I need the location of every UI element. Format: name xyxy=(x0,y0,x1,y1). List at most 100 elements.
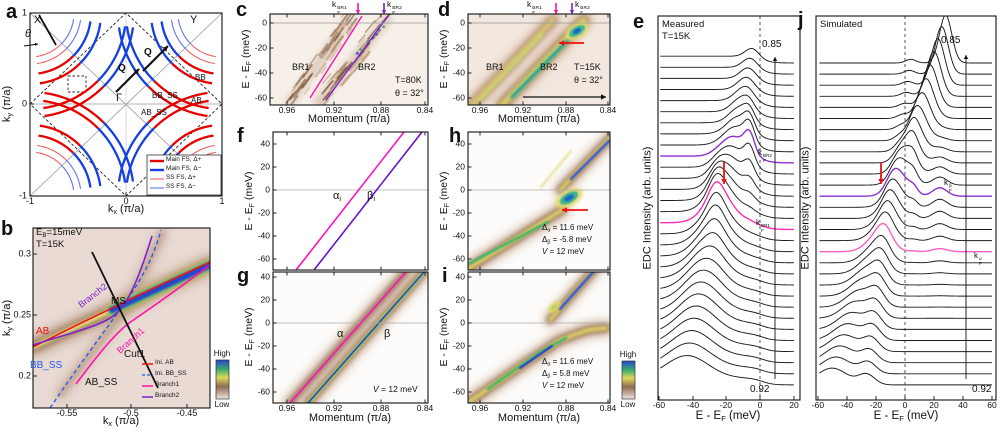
j-x-tick-label: 60 xyxy=(987,400,997,410)
b-y-axis-label: ky (π/a) xyxy=(1,299,15,337)
i-x-tick-label: 0.88 xyxy=(557,403,575,413)
b-colorbar-low-label: Low xyxy=(214,400,230,409)
b-temperature-label: T=15K xyxy=(36,239,65,250)
g-label-beta: β xyxy=(384,328,391,340)
g-x-tick-label: 0.96 xyxy=(278,403,296,413)
d-kf-br2-label: k BR2 F xyxy=(575,0,590,16)
i-gap-beta-label: Δβ = 5.8 meV xyxy=(542,369,590,380)
i-y-tick-label: -40 xyxy=(452,363,465,374)
a-y-tick-label: -1 xyxy=(18,190,27,201)
a-legend-ss-fs-plus: SS FS, Δ+ xyxy=(166,174,197,181)
c-y-tick-label: -60 xyxy=(254,92,267,103)
a-label-gamma: Γ xyxy=(116,92,123,104)
e-panel-letter-e: e xyxy=(633,11,645,33)
f-label-alpha-i: αi xyxy=(333,190,341,204)
d-x-tick-label: 0.92 xyxy=(514,104,532,115)
f-y-tick-label: 0 xyxy=(265,184,270,195)
g-y-tick-label: 20 xyxy=(260,294,270,305)
a-label-Q2: Q xyxy=(118,63,126,74)
b-x-tick-label: -0.5 xyxy=(123,408,139,418)
d-label-BR1: BR1 xyxy=(486,62,504,72)
i-y-tick-label: -60 xyxy=(452,386,465,397)
b-legend-branch1: Branch1 xyxy=(155,381,180,388)
b-binding-energy-label: EB=15meV xyxy=(36,227,83,239)
a-label-AB: AB xyxy=(191,96,202,105)
g-panel-letter-g: g xyxy=(237,265,250,287)
i-colorbar-high-label: High xyxy=(619,350,637,359)
a-x-tick-label: -1 xyxy=(25,196,35,206)
f-y-tick-label: -20 xyxy=(257,207,270,218)
a-legend-ss-fs-minus: SS FS, Δ− xyxy=(166,183,197,190)
d-x-tick-label: 0.84 xyxy=(599,104,617,115)
j-x-tick-label: -60 xyxy=(811,400,825,410)
e-x-axis-label: E - EF (meV) xyxy=(695,410,761,424)
b-label-MS: MS xyxy=(111,296,126,307)
a-x-tick-label: 1 xyxy=(219,196,225,206)
b-legend-branch2: Branch2 xyxy=(155,392,180,399)
f-panel-letter-f: f xyxy=(237,125,244,147)
panel-i-graphics xyxy=(467,271,636,404)
c-label-BR1: BR1 xyxy=(292,62,310,72)
panel-e-graphics xyxy=(657,15,801,401)
b-legend-ini-AB: Ini. AB xyxy=(155,359,174,366)
i-y-tick-label: 0 xyxy=(460,317,465,328)
e-kf-br1-label: k BR1 F xyxy=(756,218,770,233)
g-x-axis-label: Momentum (π/a) xyxy=(308,412,392,424)
b-x-tick-label: -0.45 xyxy=(176,408,198,418)
c-angle-label: θ = 32° xyxy=(395,88,424,98)
a-x-tick-label: 0 xyxy=(123,196,129,206)
a-label-theta: θ xyxy=(25,28,31,40)
i-y-tick-label: -20 xyxy=(452,340,465,351)
d-kf-br1-label: k BR1 F xyxy=(527,0,542,16)
h-panel-letter-h: h xyxy=(449,125,462,147)
b-y-tick-label: 0.2 xyxy=(18,370,31,381)
j-y-axis-label: EDC Intensity (arb. units) xyxy=(799,146,812,270)
g-x-tick-label: 0.88 xyxy=(372,403,390,413)
a-label-X: X xyxy=(34,14,42,26)
g-x-tick-label: 0.92 xyxy=(325,403,343,413)
c-panel-letter-c: c xyxy=(236,0,248,21)
a-label-BB: BB xyxy=(195,73,206,82)
panel-f-graphics xyxy=(272,131,429,271)
d-y-tick-label: 0 xyxy=(460,17,465,28)
c-kf-br2-label: k BR2 F xyxy=(387,0,402,16)
i-x-tick-label: 0.84 xyxy=(599,403,617,413)
panel-j-graphics xyxy=(815,15,997,401)
h-y-tick-label: 40 xyxy=(455,138,465,149)
a-y-tick-label: 1 xyxy=(21,7,27,18)
i-gap-alpha-label: Δα = 11.6 meV xyxy=(542,357,594,368)
e-momentum-top-label: 0.85 xyxy=(762,39,782,50)
e-momentum-bottom-label: 0.92 xyxy=(750,384,770,395)
d-x-tick-label: 0.88 xyxy=(557,104,575,115)
d-temperature-label: T=15K xyxy=(574,62,601,72)
i-x-tick-label: 0.96 xyxy=(471,403,489,413)
i-x-axis-label: Momentum (π/a) xyxy=(497,412,581,424)
g-label-alpha: α xyxy=(337,328,344,340)
d-angle-label: θ = 32° xyxy=(574,75,603,85)
d-y-axis-label: E - EF (meV) xyxy=(437,29,451,89)
h-hybridization-label: V = 12 meV xyxy=(542,247,585,256)
c-y-tick-label: -20 xyxy=(254,42,267,53)
e-temperature-label: T=15K xyxy=(662,31,691,42)
j-x-tick-label: -40 xyxy=(840,400,854,410)
h-y-tick-label: 20 xyxy=(455,161,465,172)
e-title-measured: Measured xyxy=(662,19,705,30)
c-x-tick-label: 0.88 xyxy=(372,104,390,115)
f-y-tick-label: -60 xyxy=(257,253,270,264)
b-y-tick-label: 0.3 xyxy=(18,248,31,259)
i-hybridization-label: V = 12 meV xyxy=(542,381,585,390)
c-y-axis-label: E - EF (meV) xyxy=(239,29,253,89)
e-x-tick-label: 20 xyxy=(789,400,799,410)
panel-g-graphics xyxy=(272,271,429,404)
j-title-simulated: Simulated xyxy=(820,19,863,30)
d-x-axis-label: Momentum (π/a) xyxy=(497,113,581,125)
i-x-tick-label: 0.92 xyxy=(514,403,532,413)
a-legend-main-fs-minus: Main FS, Δ− xyxy=(166,165,202,172)
d-panel-letter-d: d xyxy=(438,0,451,21)
panel-a-graphics xyxy=(23,12,223,197)
b-colorbar-high-label: High xyxy=(213,349,231,358)
